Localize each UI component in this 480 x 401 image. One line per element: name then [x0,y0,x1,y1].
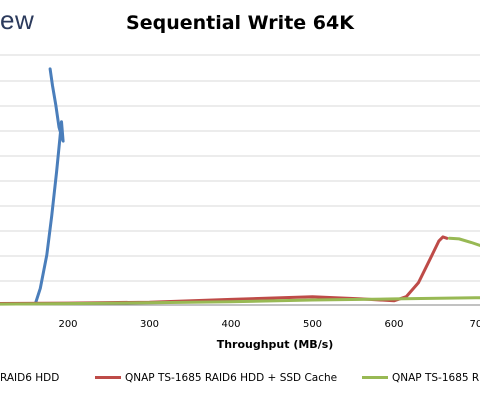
legend-item-ssd-cache: QNAP TS-1685 RAID6 HDD + SSD Cache [95,372,337,384]
x-tick-label-70: 70 [470,319,480,330]
series-line-1 [0,235,449,306]
x-tick-label-300: 300 [140,319,159,330]
x-axis-label: Throughput (MB/s) [217,338,334,351]
series-line-2 [0,296,480,306]
x-tick-label-600: 600 [384,319,403,330]
x-tick-label-400: 400 [221,319,240,330]
legend-swatch-red [95,375,121,379]
legend-swatch-green [362,375,388,379]
x-tick-label-500: 500 [303,319,322,330]
chart-title: Sequential Write 64K [126,12,354,34]
legend: RAID6 HDD QNAP TS-1685 RAID6 HDD + SSD C… [0,372,480,388]
legend-label-qnap-r: QNAP TS-1685 R [392,372,480,384]
logo-text: ew [0,5,35,35]
x-ticks: 200 300 400 500 600 70 [58,319,480,330]
legend-item-raid6-hdd: RAID6 HDD [0,372,59,384]
series-lines [0,67,480,306]
legend-label-raid6-hdd: RAID6 HDD [0,372,60,384]
legend-label-ssd-cache: QNAP TS-1685 RAID6 HDD + SSD Cache [125,372,338,384]
x-tick-label-200: 200 [58,319,77,330]
series-line-0 [33,67,65,306]
series-line-2-segment-b [447,236,480,248]
legend-item-qnap-r: QNAP TS-1685 R [362,372,479,384]
grid-lines [0,54,480,282]
